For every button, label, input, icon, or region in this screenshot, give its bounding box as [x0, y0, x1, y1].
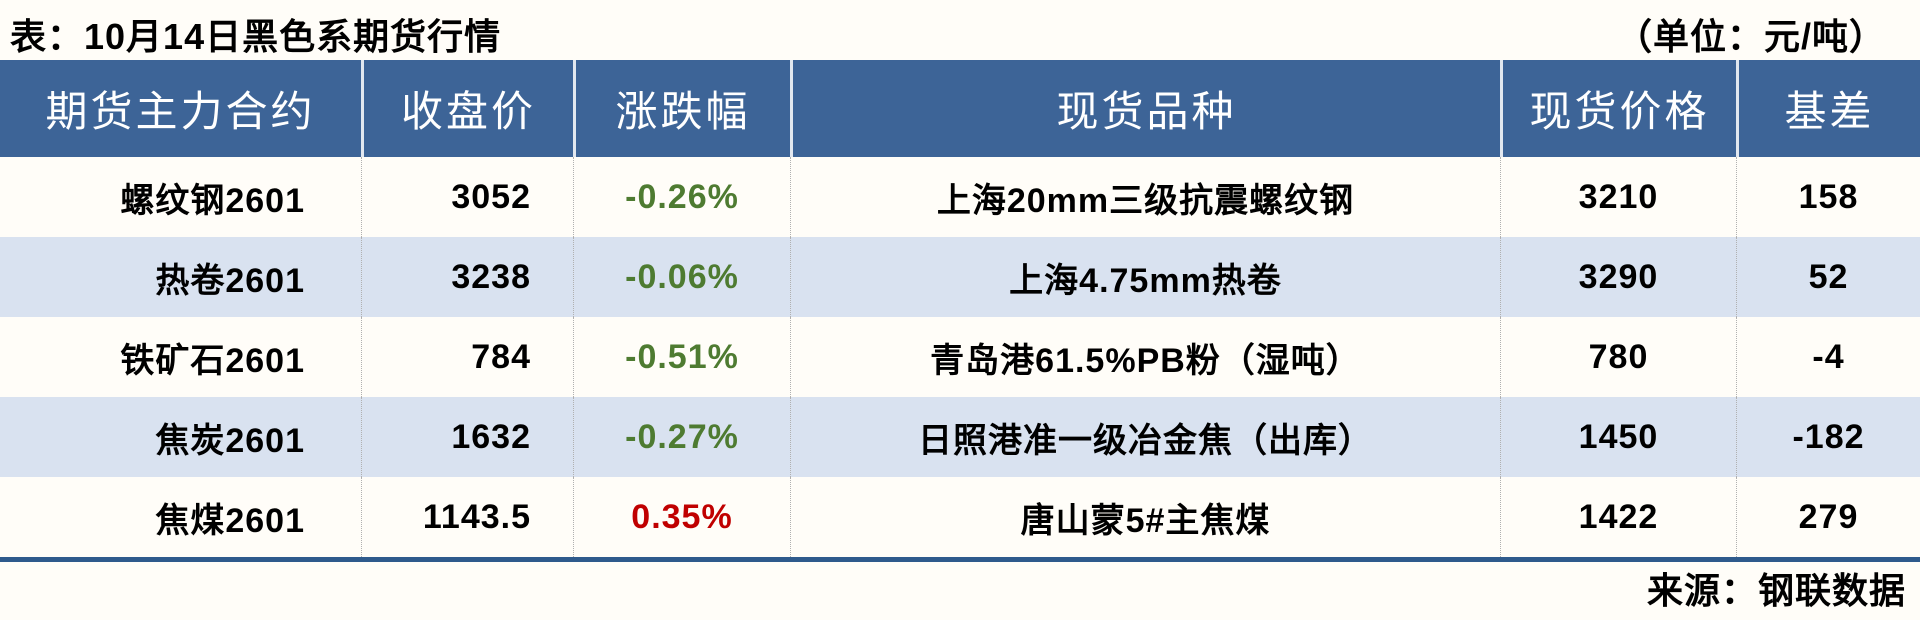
cell-change: -0.27%	[573, 397, 790, 477]
cell-spot-price: 1422	[1500, 477, 1736, 557]
source-note: 来源：钢联数据	[1646, 570, 1906, 611]
cell-contract: 热卷2601	[155, 261, 305, 300]
cell-close: 3238	[361, 237, 573, 317]
cell-contract: 焦炭2601	[155, 421, 305, 460]
cell-change: -0.26%	[573, 157, 790, 237]
cell-basis: -4	[1736, 317, 1920, 397]
cell-spot-variety: 唐山蒙5#主焦煤	[790, 477, 1500, 557]
cell-close: 784	[361, 317, 573, 397]
unit-note: （单位：元/吨）	[1615, 16, 1886, 57]
cell-spot-price: 3290	[1500, 237, 1736, 317]
cell-spot-variety: 上海4.75mm热卷	[790, 237, 1500, 317]
cell-change: -0.51%	[573, 317, 790, 397]
cell-spot-variety: 日照港准一级冶金焦（出库）	[790, 397, 1500, 477]
cell-basis: 279	[1736, 477, 1920, 557]
table-header-row: 期货主力合约 收盘价 涨跌幅 现货品种 现货价格 基差	[0, 60, 1920, 157]
column-header-close: 收盘价	[361, 60, 573, 157]
cell-spot-price: 3210	[1500, 157, 1736, 237]
table-row: 焦炭2601 1632 -0.27% 日照港准一级冶金焦（出库） 1450 -182	[0, 397, 1920, 477]
table-row: 焦煤2601 1143.5 0.35% 唐山蒙5#主焦煤 1422 279	[0, 477, 1920, 557]
table-body: 螺纹钢2601 3052 -0.26% 上海20mm三级抗震螺纹钢 3210 158 热卷2…	[0, 157, 1920, 557]
table-row: 热卷2601 3238 -0.06% 上海4.75mm热卷 3290 52	[0, 237, 1920, 317]
table-row: 螺纹钢2601 3052 -0.26% 上海20mm三级抗震螺纹钢 3210 158	[0, 157, 1920, 237]
cell-spot-price: 780	[1500, 317, 1736, 397]
column-header-basis: 基差	[1736, 60, 1920, 157]
page-title: 表：10月14日黑色系期货行情	[10, 16, 502, 57]
cell-close: 3052	[361, 157, 573, 237]
cell-basis: 158	[1736, 157, 1920, 237]
cell-contract: 焦煤2601	[155, 501, 305, 540]
futures-table: 期货主力合约 收盘价 涨跌幅 现货品种 现货价格 基差 螺纹钢2601 3052 -0.26%…	[0, 60, 1920, 562]
cell-basis: 52	[1736, 237, 1920, 317]
cell-basis: -182	[1736, 397, 1920, 477]
cell-spot-variety: 上海20mm三级抗震螺纹钢	[790, 157, 1500, 237]
column-header-contract: 期货主力合约	[45, 90, 316, 136]
cell-change: -0.06%	[573, 237, 790, 317]
table-row: 铁矿石2601 784 -0.51% 青岛港61.5%PB粉（湿吨） 780 -4	[0, 317, 1920, 397]
table-bottom-border	[0, 557, 1920, 562]
cell-contract: 螺纹钢2601	[120, 181, 305, 220]
caption-row: 表：10月14日黑色系期货行情 （单位：元/吨）	[0, 0, 1920, 60]
column-header-spot-price: 现货价格	[1500, 60, 1736, 157]
column-header-spot-variety: 现货品种	[790, 60, 1500, 157]
cell-contract: 铁矿石2601	[120, 341, 305, 380]
cell-change: 0.35%	[573, 477, 790, 557]
column-header-change: 涨跌幅	[573, 60, 790, 157]
cell-spot-price: 1450	[1500, 397, 1736, 477]
cell-close: 1632	[361, 397, 573, 477]
cell-close: 1143.5	[361, 477, 573, 557]
cell-spot-variety: 青岛港61.5%PB粉（湿吨）	[790, 317, 1500, 397]
